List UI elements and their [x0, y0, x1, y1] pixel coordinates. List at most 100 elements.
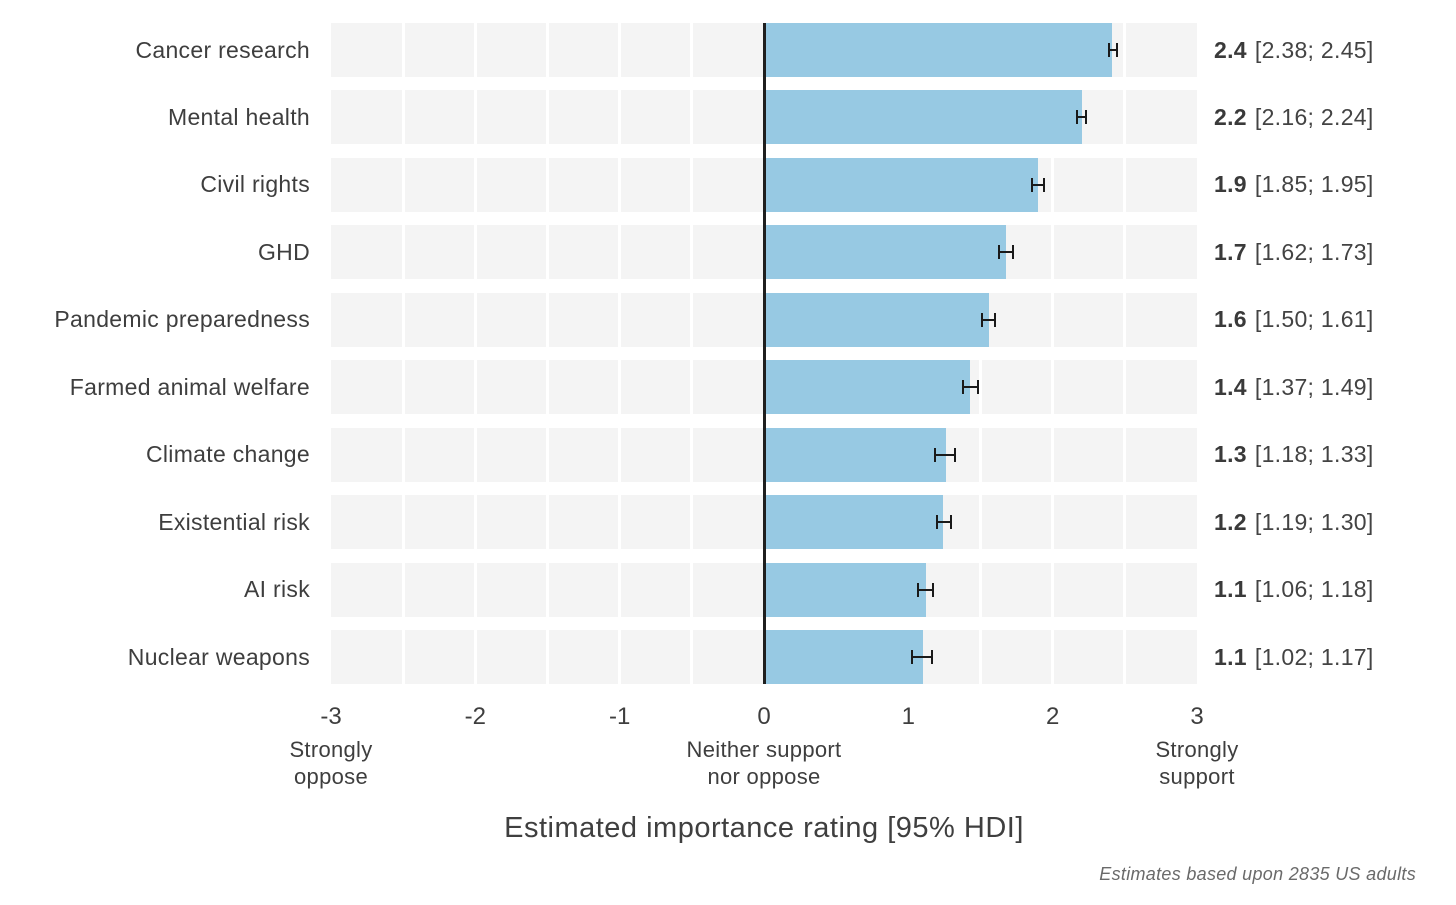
estimate-bar [764, 292, 990, 347]
estimate-interval: [1.19; 1.30] [1254, 508, 1374, 535]
estimate-bar [764, 562, 926, 617]
x-tick-sublabel: Strongly oppose [289, 737, 373, 789]
category-label: AI risk [244, 576, 310, 603]
estimate-bar [764, 360, 971, 415]
x-tick-number: 0 [757, 703, 771, 730]
value-label: 1.2 [1.19; 1.30] [1214, 495, 1454, 549]
x-tick-number: 1 [901, 703, 915, 730]
hdi-error-bar [980, 312, 997, 327]
x-tick: -3 Strongly oppose [221, 703, 441, 790]
hdi-error-bar [934, 447, 956, 462]
hdi-error-bar [911, 650, 933, 664]
value-label: 1.7 [1.62; 1.73] [1214, 225, 1454, 279]
estimate-mean: 1.4 [1214, 373, 1247, 400]
gridline [401, 23, 405, 684]
estimate-mean: 2.2 [1214, 103, 1247, 130]
estimate-mean: 2.4 [1214, 36, 1247, 63]
value-annotations: 2.4 [2.38; 2.45] 2.2 [2.16; 2.24] 1.9 [1.85; … [1214, 23, 1454, 684]
hdi-error-bar [1075, 110, 1088, 125]
hdi-error-bar [916, 582, 935, 597]
x-axis: -3 Strongly oppose -2 -1 0 Neither support no… [289, 703, 1238, 798]
x-tick-number: -2 [464, 703, 486, 730]
x-axis-title: Estimated importance rating [95% HDI] [504, 812, 1024, 844]
gridline [473, 23, 477, 684]
category-label: Pandemic preparedness [54, 306, 310, 333]
value-label: 1.1 [1.02; 1.17] [1214, 630, 1454, 684]
error-bar-line [1077, 116, 1086, 119]
estimate-bar [764, 157, 1039, 212]
estimate-interval: [2.16; 2.24] [1254, 103, 1374, 130]
category-label: GHD [257, 238, 310, 265]
estimate-mean: 1.2 [1214, 508, 1247, 535]
x-tick-number: 2 [1045, 703, 1060, 730]
error-bar-line [913, 656, 931, 658]
value-label: 1.3 [1.18; 1.33] [1214, 428, 1454, 482]
estimate-mean: 1.6 [1214, 306, 1247, 333]
x-tick: 1 [798, 703, 1018, 731]
gridline [618, 23, 622, 684]
estimate-interval: [1.37; 1.49] [1254, 373, 1374, 400]
x-tick: 3 Strongly support [1087, 703, 1307, 790]
x-tick-number: 3 [1190, 703, 1204, 730]
error-bar-line [999, 251, 1012, 254]
category-label: Nuclear weapons [127, 643, 310, 670]
value-label: 1.4 [1.37; 1.49] [1214, 360, 1454, 414]
x-tick-sublabel: Neither support nor oppose [686, 737, 842, 789]
estimate-interval: [1.50; 1.61] [1254, 306, 1374, 333]
hdi-error-bar [1031, 177, 1046, 192]
error-bar-line [937, 521, 950, 524]
value-label: 1.9 [1.85; 1.95] [1214, 158, 1454, 212]
x-tick: -1 [510, 703, 730, 731]
x-tick-number: -1 [608, 703, 631, 730]
hdi-error-bar [1107, 43, 1118, 57]
value-label: 1.1 [1.06; 1.18] [1214, 563, 1454, 617]
gridline [690, 23, 694, 684]
zero-axis-line [762, 23, 766, 684]
error-bar-line [918, 588, 933, 591]
estimate-interval: [1.85; 1.95] [1254, 171, 1374, 198]
value-label: 1.6 [1.50; 1.61] [1214, 293, 1454, 347]
gridline [546, 23, 549, 684]
plot-area [331, 23, 1197, 684]
error-bar-line [1033, 183, 1044, 186]
error-bar-line [1109, 49, 1116, 51]
estimate-bar [764, 495, 943, 550]
estimate-interval: [2.38; 2.45] [1254, 36, 1374, 63]
gridline [979, 23, 982, 684]
value-label: 2.2 [2.16; 2.24] [1214, 90, 1454, 144]
estimate-mean: 1.3 [1214, 441, 1247, 468]
category-label: Cancer research [135, 36, 310, 63]
hdi-error-bar [997, 245, 1014, 260]
estimate-bar [764, 630, 923, 684]
estimate-mean: 1.9 [1214, 171, 1247, 198]
hdi-error-bar [961, 380, 980, 395]
x-tick: -2 [365, 703, 585, 731]
category-label: Climate change [145, 441, 310, 468]
category-axis: Cancer research Mental health Civil rights… [0, 23, 310, 684]
estimate-bar [764, 427, 946, 482]
sample-size-footnote: Estimates based upon 2835 US adults [1099, 864, 1416, 884]
hdi-error-bar [935, 515, 952, 530]
error-bar-line [982, 318, 995, 321]
error-bar-line [963, 386, 978, 389]
category-label: Civil rights [200, 171, 310, 198]
category-label: Existential risk [158, 508, 310, 535]
gridline [1123, 23, 1127, 684]
gridline [906, 23, 910, 684]
estimate-bar [764, 90, 1082, 145]
estimate-interval: [1.06; 1.18] [1254, 576, 1374, 603]
value-label: 2.4 [2.38; 2.45] [1214, 23, 1454, 77]
gridline [834, 23, 838, 684]
x-tick: 2 [943, 703, 1163, 731]
category-label: Mental health [168, 103, 310, 130]
x-tick-number: -3 [320, 703, 342, 730]
estimate-interval: [1.02; 1.17] [1254, 643, 1374, 670]
estimate-bar [764, 225, 1007, 280]
estimate-interval: [1.62; 1.73] [1254, 238, 1374, 265]
category-label: Farmed animal welfare [69, 373, 310, 400]
estimate-bar [764, 23, 1112, 77]
x-tick: 0 Neither support nor oppose [654, 703, 874, 790]
error-bar-line [936, 453, 954, 456]
estimate-mean: 1.1 [1214, 576, 1247, 603]
